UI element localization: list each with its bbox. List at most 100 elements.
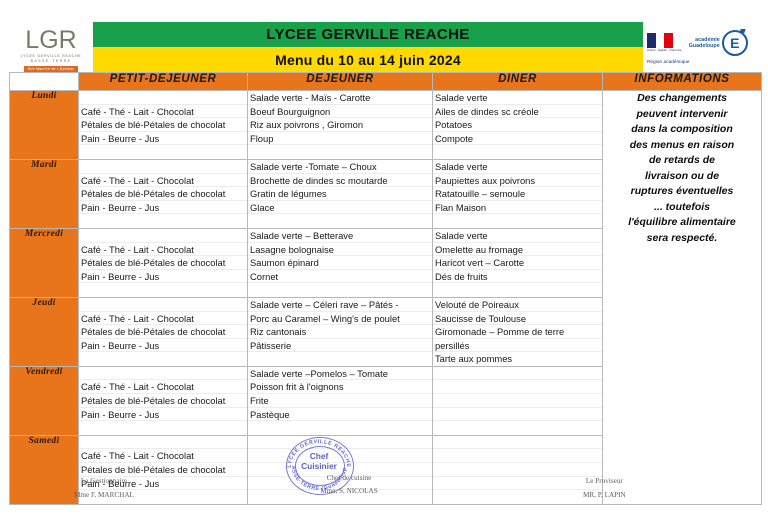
menu-line: Haricot vert – Carotte [433,256,602,270]
menu-line: Pétales de blé-Pétales de chocolat [79,394,247,408]
information-line: Des changements [637,92,727,104]
academy-wordmark: académie Guadeloupe E [689,30,748,56]
menu-line [433,380,602,395]
information-line: dans la composition [631,123,733,135]
menu-line [433,463,602,477]
breakfast-cell: Café - Thé - Lait - Chocolat Pétales de b… [78,434,248,505]
table-row: Mardi Café - Thé - Lait - Chocolat Pétales… [9,158,762,229]
menu-line: Dés de fruits [433,270,602,284]
menu-line: Café - Thé - Lait - Chocolat [79,174,247,188]
page-header: LGR LYCEE GERVILLE REACHE BASSE-TERRE Ru… [9,22,761,72]
menu-line: Pain - Beurre - Jus [79,132,247,146]
menu-line: Velouté de Poireaux [433,298,602,312]
menu-line: Café - Thé - Lait - Chocolat [79,380,247,395]
dinner-cell: Salade verte Ailes de dindes sc créole Pot… [432,90,603,160]
menu-line [433,449,602,464]
menu-line: Pétales de blé-Pétales de chocolat [79,256,247,270]
information-line: l'équilibre alimentaire [628,216,736,228]
lunch-cell: Salade verte - Maïs - Carotte Boeuf Bourg… [247,90,433,160]
menu-line [248,421,432,435]
stamp-arc-text: LYCEE GERVILLE REACHE BASSE-TERRE (Guade… [286,437,350,492]
dinner-cell: Salade verte Paupiettes aux poivrons Ratat… [432,158,603,229]
menu-line: Pétales de blé-Pétales de chocolat [79,187,247,201]
menu-line: Boeuf Bourguignon [248,105,432,119]
stamp-center-text: Chef Cuisinier [295,451,343,471]
logo-mark: LGR [25,26,77,54]
menu-line: Compote [433,132,602,146]
proviseur-name: MR, P, LAPIN [583,491,626,499]
chef-role-label: Chef de cuisine [326,474,372,482]
menu-line [79,283,247,297]
menu-line: Tarte aux pommes [435,353,513,365]
breakfast-cell: Café - Thé - Lait - Chocolat Pétales de b… [78,90,248,160]
menu-line [433,408,602,422]
menu-line: Salade verte –Pomelos – Tomate [248,367,432,381]
day-cell-lundi: Lundi [9,90,79,160]
menu-line: Paupiettes aux poivrons [433,174,602,188]
gestionnaire-name: Mme F, MARCHAL [74,491,134,499]
footer-gestionnaire: La Gestionnaire Mme F, MARCHAL [74,474,134,502]
menu-line [79,160,247,174]
information-line: ruptures éventuelles [630,185,734,197]
menu-line: Pétales de blé-Pétales de chocolat [79,463,247,477]
menu-line: persillés [433,339,602,353]
menu-line: Ratatouille – semoule [433,187,602,201]
menu-line: Glace [248,201,432,215]
title-block: LYCEE GERVILLE REACHE Menu du 10 au 14 j… [93,22,643,72]
menu-line [248,214,432,228]
stamp-inner-ring [295,446,345,486]
column-header-informations: INFORMATIONS [602,72,762,91]
menu-line: Omelette au fromage [433,243,602,257]
menu-line: Café - Thé - Lait - Chocolat [79,312,247,326]
logo-school-name: LYCEE GERVILLE REACHE [20,54,82,58]
information-line: livraison ou de [644,169,720,182]
menu-line: Cornet [248,270,432,284]
menu-line [433,490,602,504]
page-title: LYCEE GERVILLE REACHE [266,26,470,43]
logo-tagline: Rue Maurice de L'Epinhac [23,66,79,72]
menu-line: Pâtisserie [248,339,432,353]
menu-line: Pain - Beurre - Jus [79,201,247,215]
table-row: Jeudi Café - Thé - Lait - Chocolat Pétales… [9,296,762,367]
lunch-cell: Salade verte – Betterave Lasagne bolognai… [247,227,433,298]
menu-line [79,145,247,159]
menu-line: Brochette de dindes sc moutarde [248,174,432,188]
dinner-cell: Salade verte Omelette au fromage Haricot v… [432,227,603,298]
logo-city: BASSE-TERRE [30,59,72,63]
information-line: de retards de [649,154,715,166]
academy-e-icon: E [721,30,748,56]
menu-line: Flan Maison [433,201,602,215]
menu-line: Salade verte [433,91,602,105]
table-body: Lundi Café - Thé - Lait - Chocolat Pétales… [9,90,762,505]
menu-line: Salade verte -Tomate – Choux [248,160,432,174]
column-header-lunch: DEJEUNER [247,72,433,91]
menu-line: Café - Thé - Lait - Chocolat [79,243,247,257]
french-flag-icon [647,33,673,49]
academy-logo: Liberté · Égalité · Fraternité académie … [643,22,761,72]
menu-line: Riz aux poivrons , Giromon [248,118,432,132]
table-row: Mercredi Café - Thé - Lait - Chocolat Péta… [9,227,762,298]
menu-line: Riz cantonais [248,325,432,339]
informations-cell: Des changements peuvent intervenir dans la… [602,90,762,505]
menu-line [79,214,247,228]
menu-line [433,436,602,450]
menu-line [79,298,247,312]
menu-line [248,283,432,297]
menu-line: Pain - Beurre - Jus [79,408,247,422]
menu-line: Porc au Caramel – Wing's de poulet [248,312,432,326]
menu-line [79,91,247,105]
menu-line [79,436,247,450]
menu-line: Pétales de blé-Pétales de chocolat [79,118,247,132]
menu-line: Pastèque [248,408,432,422]
page-subtitle: Menu du 10 au 14 juin 2024 [275,51,461,68]
menu-line [79,229,247,243]
title-banner-yellow: Menu du 10 au 14 juin 2024 [93,47,643,72]
table-corner-cell [9,72,79,91]
menu-line: Salade verte – Betterave [248,229,432,243]
lunch-cell: Salade verte -Tomate – Choux Brochette de… [247,158,433,229]
menu-line [433,145,602,159]
stamp-line-cuisinier: Cuisinier [301,461,337,471]
menu-table: PETIT-DEJEUNER DEJEUNER DINER INFORMATIO… [9,72,762,505]
gestionnaire-role: La Gestionnaire [80,477,128,485]
table-header-row: PETIT-DEJEUNER DEJEUNER DINER INFORMATIO… [9,72,762,91]
